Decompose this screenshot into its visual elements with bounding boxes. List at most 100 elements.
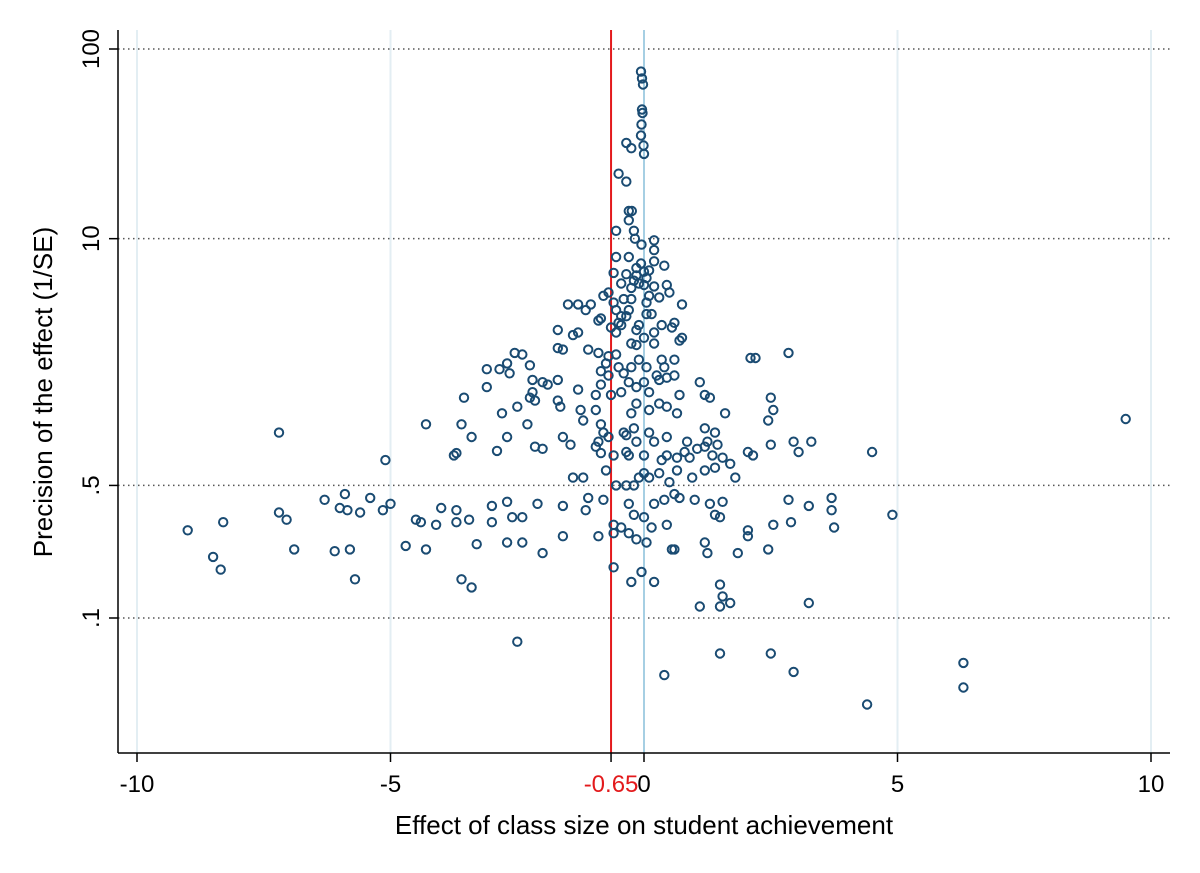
x-tick-label: -10 [120,771,155,798]
data-point [603,370,614,381]
y-tick-label: .1 [78,608,105,628]
data-point [339,488,351,500]
data-point [674,335,685,346]
y-tick-label: 100 [78,29,105,69]
data-point [714,579,726,590]
data-point [689,494,700,505]
data-point [636,73,648,84]
data-point [666,322,678,333]
data-point [354,507,366,518]
data-point [694,377,705,388]
data-points [182,66,1131,710]
data-point [1120,413,1131,425]
data-point [631,381,642,393]
data-point [349,574,361,585]
data-point [623,377,634,388]
data-point [448,450,460,461]
x-tick-label: -5 [380,771,401,798]
data-point [451,505,462,516]
data-point [598,494,609,505]
data-point [552,374,563,386]
data-point [671,408,683,419]
data-point [590,404,601,416]
data-point [714,601,726,612]
data-point [659,362,670,373]
data-point [636,239,647,250]
data-point [557,431,569,443]
data-point [580,505,591,516]
data-point [712,439,723,450]
data-point [742,531,754,542]
data-point [628,423,640,434]
data-point [684,452,695,463]
data-point [643,472,655,483]
data-point [621,430,632,441]
data-point [600,465,612,476]
data-point [504,368,515,379]
data-point [635,130,647,141]
data-point [699,441,710,452]
data-point [420,419,432,430]
data-point [595,379,607,390]
data-point [626,576,637,588]
data-point [537,547,548,559]
data-point [631,436,642,447]
data-point [610,480,622,491]
data-point [631,398,642,409]
data-point [532,498,543,509]
data-point [218,517,229,528]
data-point [501,431,513,443]
data-point [626,205,637,217]
data-point [580,304,591,316]
data-point [674,492,685,504]
data-point [610,304,622,316]
data-point [659,494,670,505]
data-point [623,450,634,461]
data-point [486,517,498,528]
data-point [456,574,467,585]
data-point [583,492,594,504]
data-point [635,66,647,77]
data-point [699,423,710,434]
data-point [481,364,492,375]
data-point [616,522,627,533]
data-point [828,522,840,533]
data-point [750,352,761,364]
data-point [626,143,637,154]
data-point [648,235,660,246]
data-point [618,293,629,305]
data-point [633,278,645,289]
data-point [628,480,640,491]
data-point [595,447,607,459]
data-point [709,427,721,438]
data-point [699,389,710,401]
data-point [648,436,660,447]
data-point [648,498,660,509]
data-point [648,281,660,292]
data-point [631,534,642,545]
data-point [572,327,584,338]
y-tick-label: 10 [78,225,105,252]
data-point [793,446,804,458]
data-point [512,636,523,647]
data-point [768,519,779,530]
data-point [567,472,579,483]
data-point [714,648,726,659]
data-point [517,537,528,548]
y-axis-title: Precision of the effect (1/SE) [28,227,58,557]
data-point [681,436,693,447]
data-point [542,379,553,390]
data-point [522,419,533,430]
data-point [380,454,391,466]
data-point [719,408,731,419]
data-point [481,381,492,393]
data-point [557,344,569,355]
data-point [537,377,548,388]
y-ticks: .1 .5 10 100 [78,29,118,628]
data-point [557,531,569,542]
data-point [674,389,685,401]
data-point [590,441,601,452]
data-point [768,404,779,416]
data-point [466,582,477,593]
data-point [621,269,632,280]
